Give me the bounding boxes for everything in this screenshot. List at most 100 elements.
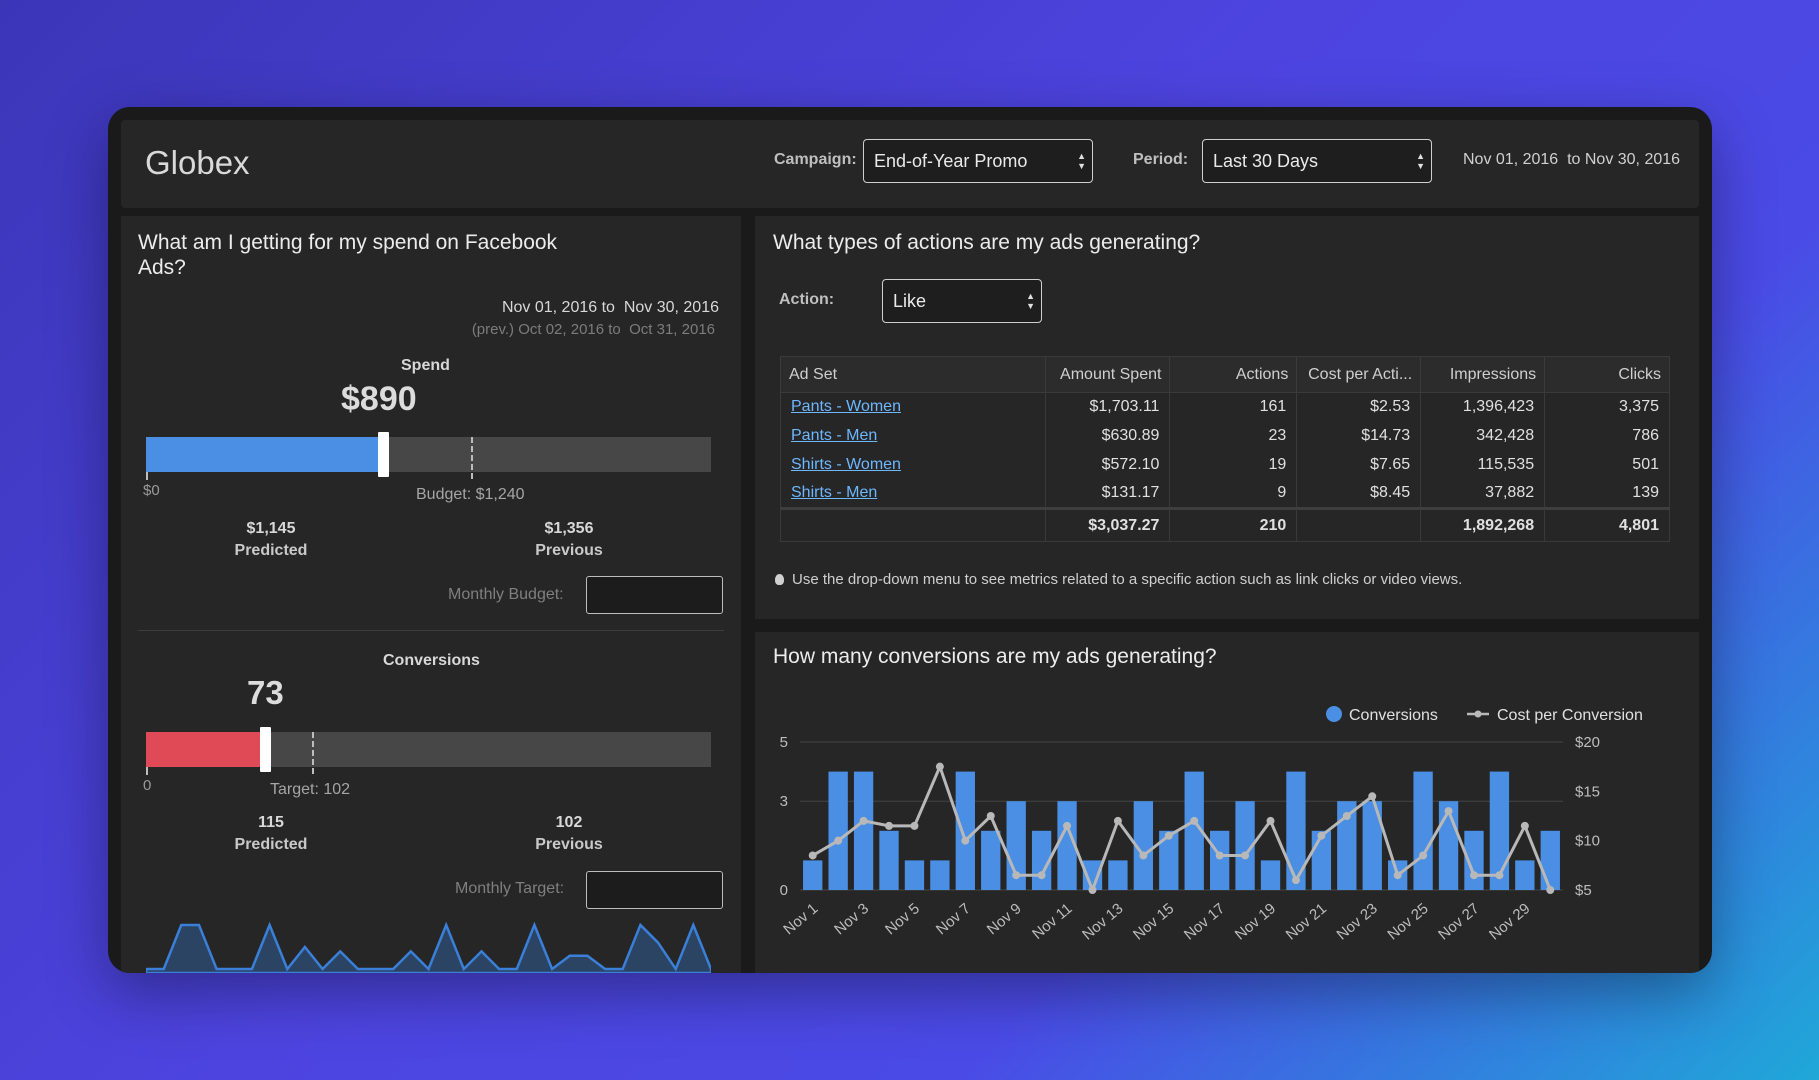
period-select[interactable]: Last 30 Days ▲ ▼	[1202, 139, 1432, 183]
x-tick-label: Nov 9	[984, 900, 1025, 938]
cost-per-conversion-point	[1317, 831, 1326, 840]
select-arrows-icon: ▲ ▼	[1026, 291, 1035, 311]
cost-per-conversion-point	[1088, 886, 1097, 894]
col-header-actions[interactable]: Actions	[1169, 356, 1298, 393]
hint-message: Use the drop-down menu to see metrics re…	[792, 571, 1463, 588]
y-right-tick-label: $20	[1575, 734, 1600, 751]
clicks-cell: 3,375	[1544, 392, 1670, 422]
spend-predicted-value: $1,145	[246, 520, 296, 537]
col-header-ad-set[interactable]: Ad Set	[780, 356, 1046, 393]
legend-conversions-dot	[1326, 706, 1342, 722]
cost-per-conversion-point	[834, 836, 843, 845]
conversions-bar	[1260, 860, 1281, 890]
conversions-bar	[828, 771, 848, 890]
divider	[138, 630, 724, 631]
monthly-budget-input[interactable]	[586, 576, 723, 614]
cost-cell: $14.73	[1296, 421, 1422, 451]
conversions-bar	[1184, 771, 1204, 890]
x-tick-label: Nov 13	[1079, 900, 1126, 944]
total-clicks-cell: 4,801	[1544, 507, 1670, 542]
actions-panel-title: What types of actions are my ads generat…	[773, 231, 1201, 254]
target-label: Target: 102	[270, 781, 351, 798]
ad-set-link[interactable]: Pants - Women	[791, 398, 901, 416]
ad-set-link[interactable]: Pants - Men	[791, 427, 878, 444]
table-row: Pants - Women $1,703.11 161 $2.53 1,396,…	[780, 392, 1670, 422]
x-tick-label: Nov 21	[1283, 900, 1330, 944]
conversions-bar	[803, 860, 823, 890]
col-header-clicks[interactable]: Clicks	[1544, 356, 1670, 393]
cost-per-conversion-point	[1190, 816, 1199, 825]
ad-sets-table: Ad Set Amount Spent Actions Cost per Act…	[780, 356, 1670, 542]
spend-bar-fill	[146, 437, 384, 472]
conversions-bar	[879, 830, 899, 890]
cost-cell: $2.53	[1296, 392, 1422, 422]
spend-date-range: Nov 01, 2016 to Nov 30, 2016	[501, 299, 719, 316]
target-line	[312, 732, 315, 774]
amount-cell: $131.17	[1044, 479, 1171, 509]
cost-per-conversion-point	[859, 816, 868, 825]
cost-per-conversion-point	[986, 812, 995, 820]
period-label: Period:	[1133, 151, 1189, 168]
sparkline-chart	[146, 921, 711, 973]
table-row: Pants - Men $630.89 23 $14.73 342,428 78…	[780, 421, 1670, 451]
impressions-cell: 37,882	[1420, 479, 1546, 509]
actions-cell: 19	[1169, 450, 1298, 480]
table-row: Shirts - Men $131.17 9 $8.45 37,882 139	[780, 479, 1670, 509]
conversions-bar	[1209, 830, 1230, 890]
cost-per-conversion-point	[1342, 812, 1351, 820]
conv-predicted-value: 115	[258, 814, 284, 831]
conversions-bar	[1006, 801, 1026, 890]
action-select[interactable]: Like ▲ ▼	[882, 279, 1042, 323]
dashboard-window: Globex Campaign: End-of-Year Promo ▲ ▼ Pe…	[108, 107, 1712, 973]
cost-per-conversion-point	[910, 821, 919, 830]
spend-marker	[378, 432, 390, 477]
cost-per-conversion-point	[1546, 886, 1555, 894]
budget-line	[470, 437, 473, 479]
col-header-impressions[interactable]: Impressions	[1420, 356, 1546, 393]
table-header-row: Ad Set Amount Spent Actions Cost per Act…	[780, 356, 1670, 393]
table-total-row: $3,037.27 210 1,892,268 4,801	[780, 507, 1670, 542]
amount-cell: $630.89	[1044, 421, 1171, 451]
conversions-bar	[904, 860, 925, 890]
cost-per-conversion-point	[1063, 821, 1072, 830]
x-tick-label: Nov 17	[1181, 900, 1228, 944]
y-right-tick-label: $5	[1575, 882, 1592, 899]
spend-previous-value: $1,356	[544, 520, 594, 537]
x-tick-label: Nov 29	[1486, 900, 1533, 944]
spend-prev-range: (prev.) Oct 02, 2016 to Oct 31, 2016	[471, 321, 715, 338]
x-tick-label: Nov 15	[1130, 900, 1177, 944]
ad-set-link[interactable]: Shirts - Men	[791, 484, 878, 502]
actions-cell: 23	[1169, 421, 1298, 451]
conversions-bar	[1540, 830, 1560, 890]
campaign-select[interactable]: End-of-Year Promo ▲ ▼	[863, 139, 1093, 183]
monthly-target-input[interactable]	[586, 871, 723, 909]
legend-conversions-label: Conversions	[1349, 707, 1438, 724]
sparkline-area	[146, 921, 711, 973]
y-left-tick-label: 3	[780, 793, 788, 810]
total-amount-cell: $3,037.27	[1044, 507, 1171, 542]
x-tick-label: Nov 11	[1029, 900, 1075, 943]
cost-per-conversion-point	[1520, 821, 1529, 830]
total-actions-cell: 210	[1169, 507, 1298, 542]
cost-per-conversion-point	[1368, 792, 1377, 801]
conversions-bar	[1082, 860, 1103, 890]
cost-per-conversion-point	[808, 851, 817, 860]
conv-previous-value: 102	[555, 814, 583, 831]
cost-per-conversion-point	[885, 821, 894, 830]
clicks-cell: 786	[1544, 421, 1670, 451]
ad-set-link[interactable]: Shirts - Women	[791, 456, 901, 473]
x-tick-label: Nov 1	[780, 900, 821, 938]
select-arrows-icon: ▲ ▼	[1077, 151, 1086, 171]
y-right-tick-label: $15	[1575, 783, 1600, 800]
hint-text: Use the drop-down menu to see metrics re…	[775, 571, 1462, 588]
conversions-bar	[1108, 860, 1128, 890]
actions-cell: 9	[1169, 479, 1298, 509]
conversions-bar	[981, 830, 1001, 890]
col-header-cost-per-action[interactable]: Cost per Acti...	[1296, 356, 1422, 393]
col-header-amount-spent[interactable]: Amount Spent	[1044, 356, 1171, 393]
conversions-bar	[930, 860, 950, 890]
impressions-cell: 115,535	[1420, 450, 1546, 480]
y-right-tick-label: $10	[1575, 833, 1600, 850]
cost-per-conversion-point	[1164, 831, 1173, 840]
spend-value: $890	[341, 380, 417, 418]
